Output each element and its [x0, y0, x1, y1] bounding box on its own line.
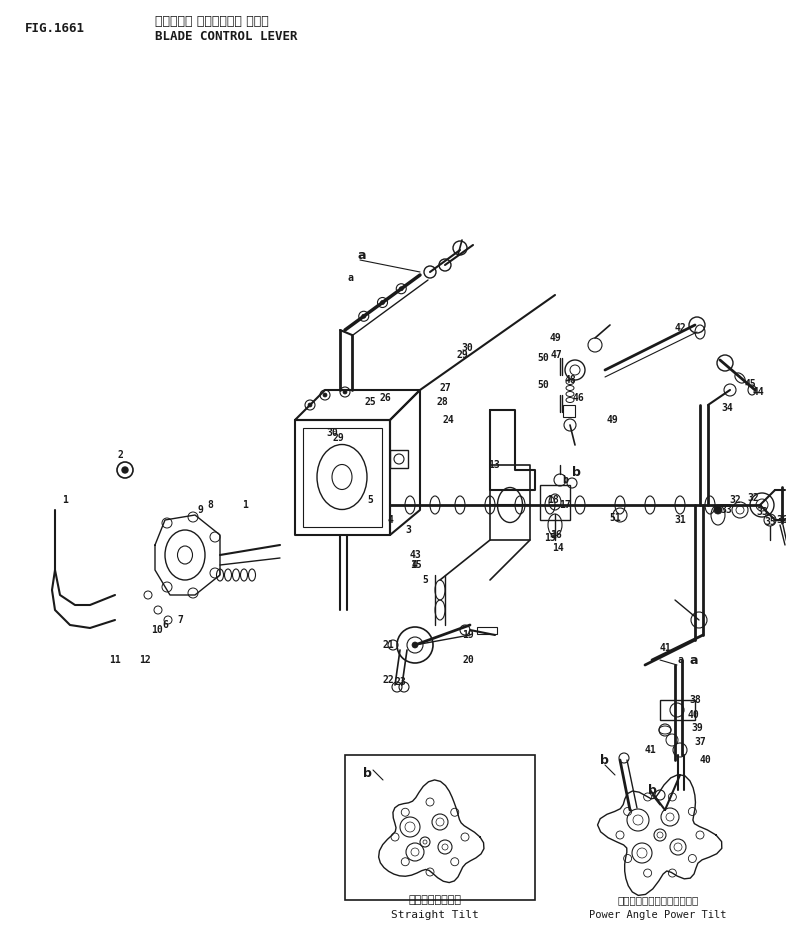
Bar: [563, 405, 575, 417]
Circle shape: [362, 314, 365, 318]
Circle shape: [412, 642, 418, 648]
Text: 14: 14: [552, 543, 564, 553]
Text: 47: 47: [550, 350, 562, 360]
Text: 16: 16: [550, 530, 562, 540]
Text: a: a: [677, 655, 683, 665]
Text: Straight Tilt: Straight Tilt: [391, 910, 479, 920]
Circle shape: [399, 287, 403, 291]
Text: ストレートチルト: ストレートチルト: [409, 895, 461, 905]
Text: 25: 25: [364, 397, 376, 407]
Text: 20: 20: [462, 655, 474, 665]
Text: 6: 6: [162, 620, 168, 630]
Text: 51: 51: [609, 513, 621, 523]
Text: b: b: [363, 767, 372, 780]
Text: 5: 5: [367, 495, 373, 505]
Text: 23: 23: [394, 677, 406, 687]
Text: 19: 19: [462, 630, 474, 640]
Text: 48: 48: [564, 375, 576, 385]
Text: 33: 33: [720, 505, 732, 515]
Text: b: b: [562, 475, 568, 485]
Text: b: b: [648, 783, 657, 796]
Text: 33: 33: [756, 507, 768, 517]
Text: 21: 21: [382, 640, 394, 650]
Text: 44: 44: [752, 387, 764, 397]
Text: 39: 39: [691, 723, 703, 733]
Bar: [303, 428, 382, 527]
Text: 36: 36: [776, 515, 786, 525]
Text: 26: 26: [379, 393, 391, 403]
Text: パワーアングルパワーチルト: パワーアングルパワーチルト: [617, 895, 699, 905]
Text: 34: 34: [721, 403, 733, 413]
Text: 45: 45: [744, 379, 756, 389]
Text: 12: 12: [139, 655, 151, 665]
Bar: [660, 700, 695, 720]
Text: 13: 13: [488, 460, 500, 470]
Text: 27: 27: [439, 383, 451, 393]
Text: a: a: [358, 249, 366, 262]
Text: 2: 2: [117, 450, 123, 460]
Text: 8: 8: [207, 500, 213, 510]
Text: 3: 3: [405, 525, 411, 535]
Circle shape: [122, 467, 128, 473]
Text: 50: 50: [537, 353, 549, 363]
Text: a: a: [690, 654, 699, 667]
Text: 22: 22: [382, 675, 394, 685]
Circle shape: [323, 393, 327, 397]
Text: 37: 37: [694, 737, 706, 747]
Text: 49: 49: [549, 333, 561, 343]
Text: Power Angle Power Tilt: Power Angle Power Tilt: [590, 910, 727, 920]
Text: ブレード・ コントロール レバー: ブレード・ コントロール レバー: [155, 15, 269, 28]
Bar: [390, 450, 408, 468]
Text: 7: 7: [177, 615, 183, 625]
Circle shape: [308, 403, 312, 407]
Circle shape: [714, 506, 722, 514]
Text: 32: 32: [747, 493, 758, 503]
Text: BLADE CONTROL LEVER: BLADE CONTROL LEVER: [155, 30, 297, 43]
Text: a: a: [347, 273, 353, 283]
Text: 15: 15: [410, 560, 422, 570]
Text: 42: 42: [674, 323, 686, 333]
Text: 30: 30: [326, 428, 338, 438]
Text: 40: 40: [687, 710, 699, 720]
Text: 18: 18: [547, 495, 559, 505]
Text: b: b: [572, 465, 581, 478]
Text: 43: 43: [410, 550, 421, 560]
Text: 31: 31: [674, 515, 686, 525]
Text: 11: 11: [109, 655, 121, 665]
Text: 15: 15: [544, 533, 556, 543]
Text: 24: 24: [442, 415, 454, 425]
Text: 38: 38: [689, 695, 701, 705]
Text: FIG.1661: FIG.1661: [25, 22, 85, 35]
Text: 35: 35: [764, 517, 776, 527]
Text: 4: 4: [412, 560, 418, 570]
Text: 30: 30: [461, 343, 473, 353]
Text: 4: 4: [387, 515, 393, 525]
Text: 10: 10: [151, 625, 163, 635]
Text: 29: 29: [456, 350, 468, 360]
Text: 1: 1: [242, 500, 248, 510]
Text: 41: 41: [659, 643, 671, 653]
Bar: [477, 627, 497, 634]
Circle shape: [380, 300, 384, 305]
Text: 5: 5: [422, 575, 428, 585]
Bar: [540, 485, 570, 520]
Text: 28: 28: [436, 397, 448, 407]
Text: 1: 1: [62, 495, 68, 505]
Text: 9: 9: [197, 505, 203, 515]
Text: 17: 17: [559, 500, 571, 510]
Text: 32: 32: [729, 495, 741, 505]
Circle shape: [343, 390, 347, 394]
Text: 41: 41: [644, 745, 656, 755]
Text: 29: 29: [332, 433, 344, 443]
Bar: [345, 755, 535, 900]
Text: 40: 40: [699, 755, 711, 765]
Text: b: b: [600, 753, 609, 766]
Text: 46: 46: [572, 393, 584, 403]
Text: 50: 50: [537, 380, 549, 390]
Text: 49: 49: [606, 415, 618, 425]
